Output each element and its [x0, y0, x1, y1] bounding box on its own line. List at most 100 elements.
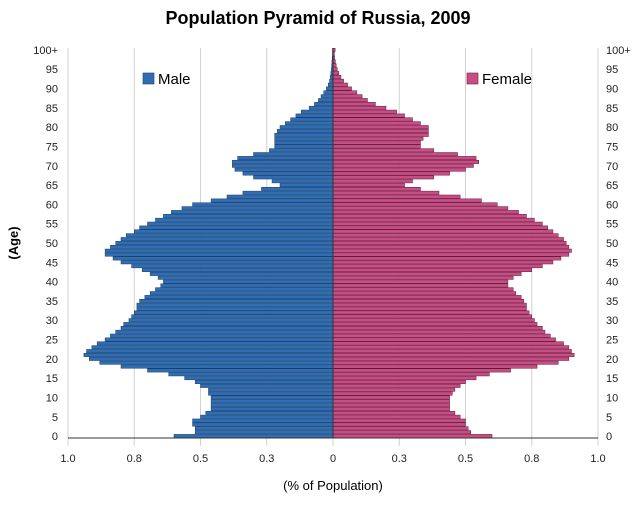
male-bar-age-31 — [131, 314, 334, 319]
male-bar-age-70 — [232, 163, 334, 168]
male-bar-age-15 — [184, 376, 334, 381]
male-bar-age-88 — [320, 94, 334, 99]
female-bar-age-2 — [332, 426, 469, 431]
female-bar-age-73 — [332, 152, 458, 157]
male-bar-age-49 — [110, 244, 334, 249]
female-bar-age-64 — [332, 187, 421, 191]
male-bar-age-37 — [149, 291, 334, 296]
male-bar-age-36 — [144, 295, 334, 299]
female-bar-age-65 — [332, 183, 405, 188]
female-bar-age-57 — [332, 214, 527, 218]
y-tick-left-0: 0 — [52, 431, 58, 443]
y-tick-labels-right: 0 5 10 15 20 25 30 35 40 45 50 55 60 65 70 75 80 85 90 95 10… — [606, 45, 631, 443]
male-bar-age-50 — [115, 241, 334, 245]
female-bar-age-63 — [332, 190, 440, 195]
y-tick-right-7: 35 — [606, 296, 618, 308]
male-bar-age-56 — [155, 217, 334, 222]
male-bar-age-14 — [194, 380, 334, 384]
male-bar-age-23 — [91, 345, 334, 350]
female-bar-age-40 — [332, 279, 509, 284]
y-tick-right-8: 40 — [606, 277, 618, 289]
female-bar-age-54 — [332, 225, 548, 230]
y-tick-left-16: 80 — [46, 122, 58, 134]
female-bar-age-10 — [332, 395, 450, 400]
male-bar-age-51 — [120, 237, 334, 242]
y-tick-right-5: 25 — [606, 335, 618, 347]
y-tick-left-8: 40 — [46, 277, 58, 289]
male-bar-age-11 — [208, 391, 334, 396]
male-bar-age-83 — [295, 113, 334, 118]
female-bar-age-8 — [332, 403, 450, 408]
x-tick-labels: 1.0 0.8 0.5 0.3 0 0.3 0.5 0.8 1.0 — [60, 453, 605, 465]
female-bar-age-24 — [332, 341, 564, 346]
male-bar-age-20 — [88, 356, 334, 361]
female-bar-age-88 — [332, 94, 363, 99]
male-bar-age-9 — [210, 399, 334, 404]
male-bar-age-90 — [326, 86, 334, 91]
male-bar-age-61 — [210, 198, 334, 203]
male-bar-age-52 — [126, 233, 334, 238]
male-bar-age-75 — [274, 144, 334, 149]
female-bar-age-34 — [332, 302, 527, 307]
male-bar-age-66 — [271, 179, 334, 184]
male-bar-age-46 — [112, 256, 334, 261]
y-tick-right-3: 15 — [606, 373, 618, 385]
female-bar-age-19 — [332, 360, 559, 365]
female-bar-age-6 — [332, 410, 456, 415]
y-tick-right-2: 10 — [606, 392, 618, 404]
female-bar-age-35 — [332, 298, 525, 303]
y-tick-left-10: 50 — [46, 238, 58, 250]
female-bar-age-30 — [332, 318, 535, 323]
y-tick-left-4: 20 — [46, 354, 58, 366]
male-bar-age-92 — [329, 78, 334, 83]
female-bar-age-52 — [332, 233, 559, 238]
female-bar-age-51 — [332, 237, 564, 242]
female-bar-age-66 — [332, 179, 413, 184]
male-bar-age-89 — [323, 90, 334, 95]
female-bar-age-82 — [332, 117, 413, 122]
male-bar-age-5 — [200, 414, 334, 419]
female-bar-age-32 — [332, 310, 530, 315]
male-bar-age-26 — [110, 333, 334, 338]
male-bar-age-2 — [194, 426, 334, 431]
female-bar-age-5 — [332, 414, 461, 419]
female-bar-age-58 — [332, 210, 519, 215]
x-tick-1: 0.8 — [127, 453, 142, 465]
female-bar-age-29 — [332, 322, 538, 327]
male-bar-age-6 — [205, 410, 334, 415]
male-bar-age-72 — [237, 156, 334, 160]
female-bar-age-84 — [332, 109, 397, 114]
female-bar-age-22 — [332, 349, 572, 354]
male-bar-age-53 — [134, 229, 334, 234]
male-bar-age-55 — [147, 221, 334, 226]
female-bar-age-4 — [332, 418, 466, 423]
male-bar-age-24 — [96, 341, 334, 346]
female-bar-age-38 — [332, 287, 514, 292]
male-bar-age-27 — [115, 329, 334, 334]
y-axis-title: (Age) — [6, 226, 21, 259]
female-bar-age-79 — [332, 129, 429, 133]
male-bar-age-34 — [136, 302, 334, 307]
x-tick-5: 0.3 — [392, 453, 407, 465]
male-bar-age-86 — [314, 102, 334, 106]
female-bar-age-62 — [332, 194, 461, 199]
female-bar-age-92 — [332, 78, 344, 83]
female-bar-age-50 — [332, 241, 567, 245]
female-bar-age-59 — [332, 206, 509, 211]
male-bar-age-35 — [139, 298, 334, 303]
y-tick-left-9: 45 — [46, 257, 58, 269]
male-bar-age-63 — [242, 190, 334, 195]
female-bar-age-41 — [332, 275, 514, 280]
y-tick-left-15: 75 — [46, 141, 58, 153]
female-bar-age-75 — [332, 144, 421, 149]
female-bar-age-0 — [332, 434, 493, 438]
female-bar-age-12 — [332, 387, 456, 392]
y-tick-left-3: 15 — [46, 373, 58, 385]
male-bar-age-78 — [274, 132, 334, 137]
female-bar-age-80 — [332, 125, 429, 130]
male-bar-age-80 — [279, 125, 334, 130]
male-bar-age-44 — [131, 264, 334, 269]
female-bar-age-43 — [332, 268, 532, 272]
male-bar-age-1 — [194, 430, 334, 435]
